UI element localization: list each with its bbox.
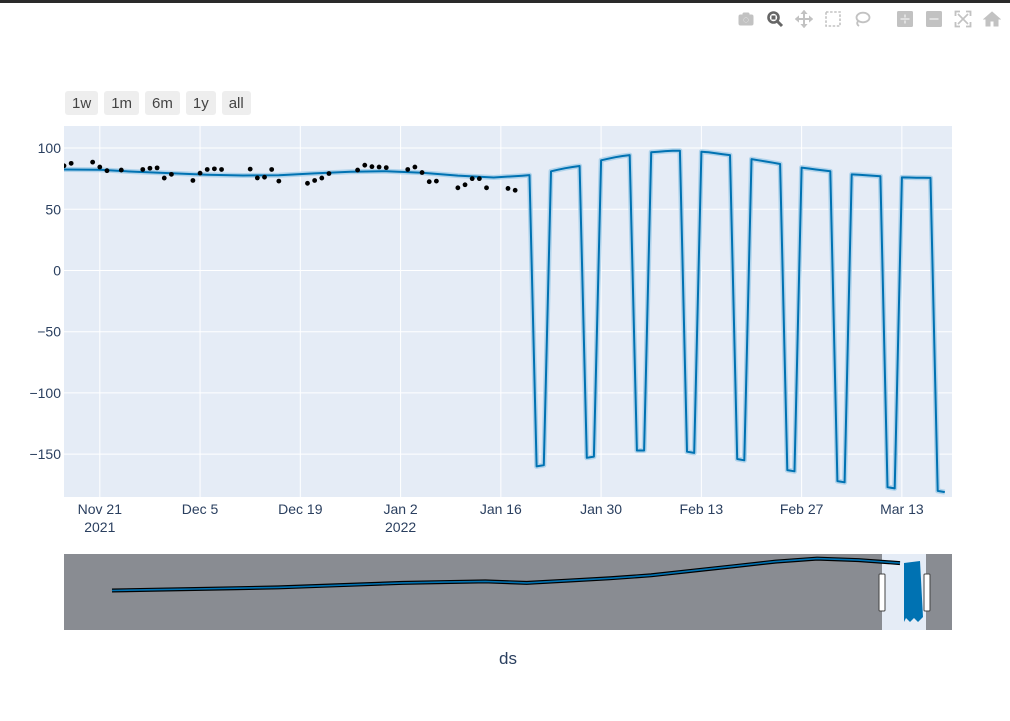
- actual-point[interactable]: [312, 178, 318, 183]
- actual-point[interactable]: [68, 160, 74, 166]
- zoom-in-button[interactable]: [892, 8, 917, 30]
- camera-icon: [738, 12, 753, 26]
- actual-point[interactable]: [154, 165, 160, 171]
- range-button-1m[interactable]: 1m: [104, 91, 140, 115]
- actual-point[interactable]: [211, 166, 217, 172]
- actual-point[interactable]: [326, 171, 332, 176]
- actual-point[interactable]: [462, 182, 468, 188]
- actual-point[interactable]: [455, 185, 461, 191]
- actual-point[interactable]: [405, 167, 411, 172]
- actual-point[interactable]: [319, 175, 325, 181]
- actual-point[interactable]: [419, 170, 425, 175]
- actual-point[interactable]: [269, 167, 275, 172]
- x-tick-year-label: 2021: [84, 519, 115, 535]
- range-button-6m[interactable]: 6m: [145, 91, 180, 115]
- lasso-button[interactable]: [849, 8, 874, 30]
- actual-point[interactable]: [97, 164, 103, 170]
- actual-point[interactable]: [262, 174, 267, 180]
- x-tick-label: Nov 21: [78, 501, 123, 517]
- plot-series: [62, 148, 946, 495]
- actual-point[interactable]: [169, 171, 174, 177]
- box-select-icon: [824, 11, 841, 27]
- x-tick-label: Jan 30: [580, 501, 622, 517]
- chart-canvas: 100 50 0 −50 −100 −150 Nov 21 2021 Dec 5 Dec 19 Ja…: [29, 126, 952, 630]
- actual-point[interactable]: [305, 180, 310, 186]
- range-button-1w[interactable]: 1w: [65, 91, 99, 115]
- forecast-line: [64, 149, 945, 494]
- actual-point[interactable]: [469, 176, 475, 182]
- x-tick-label: Jan 2: [383, 501, 417, 517]
- rangeslider[interactable]: [64, 554, 952, 630]
- x-tick-label: Jan 16: [480, 501, 522, 517]
- actual-point[interactable]: [197, 170, 203, 176]
- actual-point[interactable]: [433, 178, 439, 184]
- actual-point[interactable]: [204, 167, 210, 172]
- actual-point[interactable]: [247, 166, 253, 172]
- actual-point[interactable]: [505, 186, 511, 191]
- actual-point[interactable]: [476, 176, 482, 182]
- pan-button[interactable]: [791, 8, 816, 30]
- actual-point[interactable]: [369, 164, 375, 170]
- zoom-out-button[interactable]: [921, 8, 946, 30]
- actual-point[interactable]: [383, 165, 389, 171]
- actual-point[interactable]: [219, 167, 224, 172]
- autoscale-icon: [954, 10, 971, 28]
- zoom-icon: [766, 11, 783, 28]
- actual-point[interactable]: [412, 164, 418, 170]
- actual-point[interactable]: [362, 162, 368, 168]
- actual-point[interactable]: [104, 168, 110, 174]
- actual-point[interactable]: [512, 187, 518, 193]
- range-selector: 1w 1m 6m 1y all: [65, 91, 251, 115]
- lasso-icon: [855, 11, 870, 27]
- actual-point[interactable]: [276, 178, 282, 184]
- zoom-out-icon: [925, 11, 942, 27]
- x-tick-label: Dec 5: [182, 501, 219, 517]
- actual-point[interactable]: [118, 167, 124, 173]
- y-tick-label: 100: [38, 140, 62, 156]
- actual-point[interactable]: [161, 175, 167, 181]
- x-tick-label: Feb 13: [680, 501, 724, 517]
- y-tick-label: −150: [29, 446, 61, 462]
- y-tick-label: 50: [45, 201, 61, 217]
- x-tick-year-label: 2022: [385, 519, 416, 535]
- zoom-in-icon: [896, 11, 913, 27]
- rangeslider-overview-forecast-block: [904, 561, 923, 622]
- home-icon: [982, 11, 1001, 27]
- actual-point[interactable]: [426, 179, 432, 185]
- home-button[interactable]: [979, 8, 1004, 30]
- autoscale-button[interactable]: [950, 8, 975, 30]
- rangeslider-right-handle[interactable]: [923, 573, 931, 612]
- actual-point[interactable]: [355, 167, 361, 173]
- zoom-button[interactable]: [762, 8, 787, 30]
- y-tick-label: −50: [37, 324, 61, 340]
- actual-point[interactable]: [376, 164, 382, 170]
- actual-point[interactable]: [254, 175, 260, 181]
- pan-icon: [794, 10, 813, 28]
- y-tick-label: −100: [29, 385, 61, 401]
- modebar: [733, 8, 1004, 30]
- actual-point[interactable]: [190, 178, 196, 183]
- actual-point[interactable]: [62, 163, 67, 169]
- actual-point[interactable]: [90, 159, 96, 165]
- x-axis-title: ds: [499, 649, 517, 668]
- rangeslider-left-handle[interactable]: [878, 573, 886, 612]
- camera-button[interactable]: [733, 8, 758, 30]
- x-tick-label: Feb 27: [780, 501, 824, 517]
- y-tick-label: 0: [53, 262, 61, 278]
- x-tick-label: Dec 19: [278, 501, 323, 517]
- box-select-button[interactable]: [820, 8, 845, 30]
- x-tick-label: Mar 13: [880, 501, 924, 517]
- actual-point[interactable]: [147, 165, 153, 171]
- rangeslider-overview-forecast: [111, 557, 901, 592]
- plot-area[interactable]: [64, 126, 952, 497]
- range-button-all[interactable]: all: [221, 91, 251, 115]
- range-button-1y[interactable]: 1y: [185, 91, 216, 115]
- actual-point[interactable]: [484, 185, 489, 191]
- actual-point[interactable]: [140, 167, 146, 172]
